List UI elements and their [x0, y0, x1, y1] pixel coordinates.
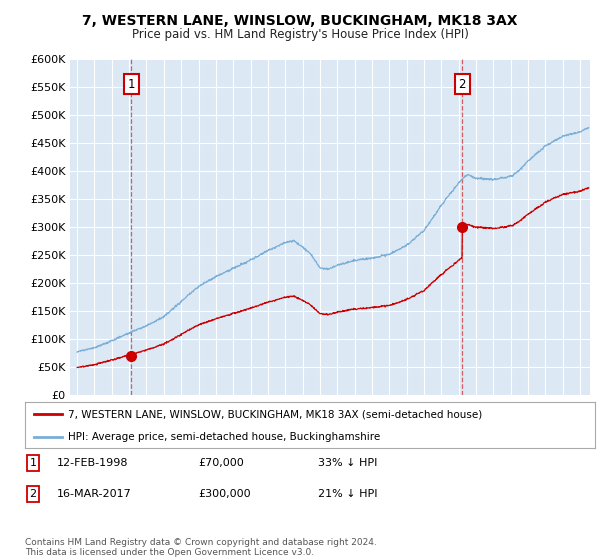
Text: 12-FEB-1998: 12-FEB-1998 — [57, 458, 128, 468]
Text: HPI: Average price, semi-detached house, Buckinghamshire: HPI: Average price, semi-detached house,… — [68, 432, 380, 441]
Text: £300,000: £300,000 — [198, 489, 251, 499]
Text: Price paid vs. HM Land Registry's House Price Index (HPI): Price paid vs. HM Land Registry's House … — [131, 28, 469, 41]
Text: Contains HM Land Registry data © Crown copyright and database right 2024.
This d: Contains HM Land Registry data © Crown c… — [25, 538, 377, 557]
Text: 1: 1 — [127, 77, 135, 91]
Text: 1: 1 — [29, 458, 37, 468]
Text: 2: 2 — [29, 489, 37, 499]
Text: 2: 2 — [458, 77, 466, 91]
Text: 16-MAR-2017: 16-MAR-2017 — [57, 489, 132, 499]
Text: £70,000: £70,000 — [198, 458, 244, 468]
Text: 33% ↓ HPI: 33% ↓ HPI — [318, 458, 377, 468]
Text: 7, WESTERN LANE, WINSLOW, BUCKINGHAM, MK18 3AX: 7, WESTERN LANE, WINSLOW, BUCKINGHAM, MK… — [82, 14, 518, 28]
Text: 7, WESTERN LANE, WINSLOW, BUCKINGHAM, MK18 3AX (semi-detached house): 7, WESTERN LANE, WINSLOW, BUCKINGHAM, MK… — [68, 409, 482, 419]
Text: 21% ↓ HPI: 21% ↓ HPI — [318, 489, 377, 499]
